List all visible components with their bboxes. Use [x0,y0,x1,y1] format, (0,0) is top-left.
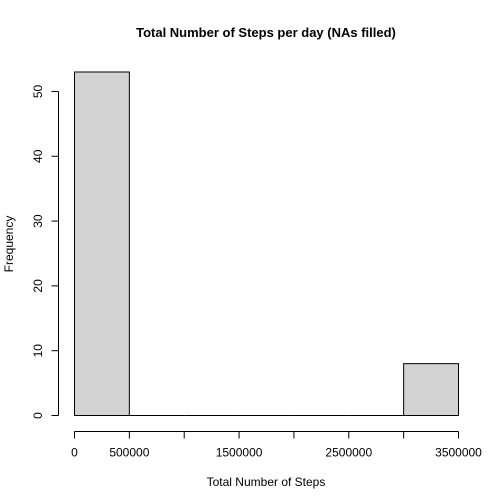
y-tick-label: 0 [31,412,45,419]
y-tick-label: 10 [31,344,45,358]
y-tick-label: 50 [31,84,45,98]
y-axis: 0 10 20 30 40 50 [31,84,59,419]
x-tick-label: 0 [71,446,78,460]
bars-group [74,71,459,416]
chart-title: Total Number of Steps per day (NAs fille… [136,25,396,40]
histogram-bar [74,71,130,416]
y-tick-label: 20 [31,279,45,293]
x-axis-title: Total Number of Steps [207,475,326,489]
y-axis-title: Frequency [2,216,16,273]
x-tick-label: 3500000 [435,446,482,460]
x-axis: 0 500000 1500000 2500000 3500000 [71,431,482,460]
x-tick-label: 500000 [109,446,149,460]
x-tick-label: 1500000 [216,446,263,460]
y-tick-label: 30 [31,214,45,228]
histogram-bar [403,363,459,416]
x-tick-label: 2500000 [325,446,372,460]
y-tick-label: 40 [31,149,45,163]
